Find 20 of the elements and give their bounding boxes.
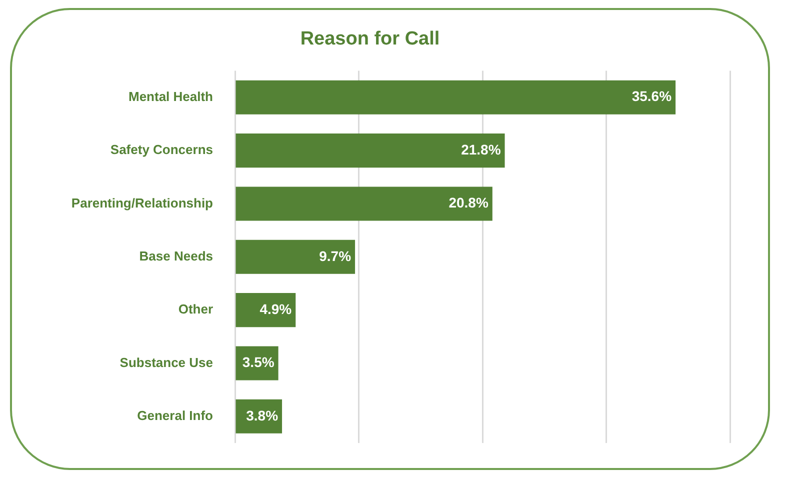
- bar: [236, 293, 296, 328]
- y-tick-label: General Info: [137, 408, 214, 423]
- bar: [236, 80, 676, 114]
- y-tick-label: Parenting/Relationship: [71, 195, 214, 210]
- y-tick-label: Substance Use: [120, 354, 213, 370]
- data-label: 20.8%: [448, 194, 489, 211]
- data-label: 9.7%: [319, 248, 352, 264]
- bar: [236, 134, 505, 168]
- data-label: 3.5%: [242, 354, 275, 370]
- bar: [236, 240, 356, 274]
- y-tick-label: Other: [178, 302, 213, 317]
- data-label: 4.9%: [260, 300, 292, 317]
- chart-title: Reason for Call: [300, 28, 440, 50]
- bar: [236, 186, 492, 221]
- y-tick-label: Base Needs: [139, 248, 213, 264]
- data-label: 21.8%: [461, 141, 502, 158]
- y-tick-label: Mental Health: [128, 88, 214, 104]
- y-tick-label: Safety Concerns: [110, 142, 213, 158]
- data-label: 3.8%: [246, 407, 279, 424]
- data-label: 35.6%: [632, 88, 672, 104]
